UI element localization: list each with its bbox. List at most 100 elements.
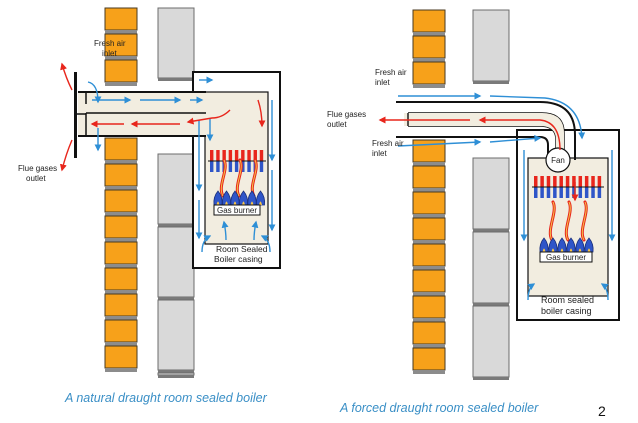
brick (104, 137, 138, 161)
brick (104, 7, 138, 31)
mortar (105, 186, 137, 190)
mortar (158, 78, 194, 81)
burner-flame (539, 237, 549, 253)
right-flue-flames (548, 200, 588, 242)
brick (104, 215, 138, 239)
mortar (473, 377, 509, 380)
mortar (473, 303, 509, 306)
right-block-wall (472, 9, 510, 380)
brick (104, 293, 138, 317)
left-flue-terminal (74, 72, 77, 158)
block (157, 7, 195, 79)
right-fresh-air-top-label: Fresh air inlet (375, 68, 409, 87)
burner-flame-core (587, 248, 591, 252)
heat-exchanger-fin (540, 187, 544, 198)
left-fresh-air-label: Fresh air inlet (94, 39, 128, 58)
right-gas-burner-box (539, 251, 593, 263)
heat-exchanger-fin (553, 176, 557, 187)
mortar (413, 370, 445, 374)
brick (412, 217, 446, 241)
flame-core (565, 201, 571, 241)
mortar (158, 224, 194, 227)
block (157, 153, 195, 225)
mortar (413, 162, 445, 166)
brick (412, 191, 446, 215)
brick (412, 9, 446, 33)
burner-flame-core (578, 248, 582, 252)
heat-exchanger-fin (559, 176, 563, 187)
heat-exchanger-fin (565, 187, 570, 198)
mortar (105, 30, 137, 34)
right-fan (545, 147, 571, 173)
mortar (105, 238, 137, 242)
block (472, 157, 510, 230)
heat-exchanger-fin (234, 161, 239, 172)
brick (104, 241, 138, 265)
brick (412, 269, 446, 293)
mortar (413, 84, 445, 88)
heat-exchanger-fin (222, 150, 226, 161)
mortar (413, 318, 445, 322)
right-heat-exchanger (532, 176, 604, 198)
burner-flame-core (225, 201, 228, 205)
right-diagram: Fan Gas burner Fresh air inlet Flue gase… (327, 9, 620, 415)
heat-exchanger-fin (584, 187, 589, 198)
left-casing-label: Room Sealed Boiler casing (214, 244, 270, 264)
brick (412, 165, 446, 189)
burner-flame (255, 190, 266, 206)
burner-flame-core (551, 248, 555, 252)
block (472, 305, 510, 378)
left-block-wall (157, 7, 195, 378)
flame-core (220, 159, 226, 197)
heat-exchanger-fin (210, 161, 214, 172)
mortar (105, 212, 137, 216)
left-air-flow (87, 76, 276, 253)
mortar (413, 344, 445, 348)
heat-exchanger-fin (259, 150, 264, 161)
flame-core (549, 201, 555, 241)
heat-exchanger-fin (241, 161, 245, 172)
left-caption: A natural draught room sealed boiler (64, 391, 268, 405)
brick (412, 347, 446, 371)
left-gas-burner-box (213, 204, 261, 216)
heat-exchanger-fin (259, 161, 264, 172)
block (157, 226, 195, 298)
flame-core (236, 159, 242, 197)
mortar (105, 342, 137, 346)
heat-exchanger-fin (572, 187, 576, 198)
mortar (105, 290, 137, 294)
heat-exchanger-fin (534, 187, 538, 198)
heat-exchanger-fin (578, 176, 583, 187)
heat-exchanger-fin (546, 176, 551, 187)
flame-core (581, 201, 587, 241)
mortar (413, 292, 445, 296)
heat-exchanger-fin (241, 150, 245, 161)
brick (104, 319, 138, 343)
brick (104, 345, 138, 369)
right-brick-wall (412, 9, 446, 374)
mortar (158, 375, 194, 378)
brick (104, 189, 138, 213)
right-casing-label: Room sealed boiler casing (541, 295, 597, 316)
mortar (105, 82, 137, 86)
heat-exchanger-fin (597, 187, 602, 198)
mortar (158, 297, 194, 300)
left-burner-flames (213, 190, 266, 206)
heat-exchanger-fin (559, 187, 563, 198)
brick (412, 295, 446, 319)
burner-flame (575, 237, 585, 253)
heat-exchanger-fin (597, 176, 602, 187)
heat-exchanger-fin (247, 150, 251, 161)
burner-flame (548, 237, 558, 253)
right-flue-flow (378, 116, 579, 202)
mortar (413, 214, 445, 218)
right-caption: A forced draught room sealed boiler (339, 401, 539, 415)
brick (104, 59, 138, 83)
burner-flame-core (242, 201, 245, 205)
left-gas-burner-label: Gas burner (217, 206, 257, 215)
heat-exchanger-fin (247, 161, 251, 172)
heat-exchanger-fin (572, 176, 576, 187)
mortar (105, 316, 137, 320)
burner-flame (557, 237, 567, 253)
